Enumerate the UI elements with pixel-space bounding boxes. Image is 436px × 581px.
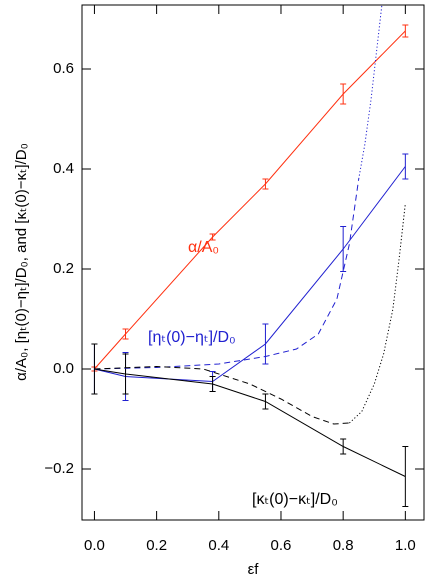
annotation: [κₜ(0)−κₜ]/D₀ bbox=[252, 491, 338, 508]
error-bar bbox=[402, 24, 409, 38]
y-tick-label: 0.6 bbox=[53, 60, 74, 77]
x-axis-label: εf bbox=[248, 561, 260, 578]
annotation: α/A₀ bbox=[188, 239, 219, 256]
error-bar bbox=[402, 446, 409, 507]
y-tick-label: 0.2 bbox=[53, 260, 74, 277]
series-line bbox=[94, 368, 406, 477]
error-bar bbox=[262, 178, 269, 190]
plot-frame bbox=[81, 4, 425, 521]
error-bar bbox=[209, 376, 216, 392]
x-tick-label: 1.0 bbox=[395, 537, 416, 554]
y-tick-label: −0.2 bbox=[44, 460, 74, 477]
y-axis-label: α/A₀, [ηₜ(0)−ηₜ]/D₀, and [κₜ(0)−κₜ]/D₀ bbox=[13, 143, 30, 381]
error-bar bbox=[209, 233, 216, 241]
error-bar bbox=[122, 328, 129, 340]
error-bar bbox=[340, 83, 347, 105]
x-tick-label: 0.6 bbox=[271, 537, 292, 554]
series-line bbox=[358, 5, 383, 180]
x-tick-label: 0.2 bbox=[146, 537, 167, 554]
x-tick-label: 0.8 bbox=[333, 537, 354, 554]
y-tick-label: 0.4 bbox=[53, 160, 74, 177]
y-tick-label: 0.0 bbox=[53, 360, 74, 377]
series-line bbox=[94, 166, 406, 383]
series-line bbox=[94, 30, 406, 370]
error-bar bbox=[262, 393, 269, 410]
x-tick-label: 0.0 bbox=[84, 537, 105, 554]
error-bar bbox=[340, 226, 347, 272]
error-bar bbox=[122, 353, 129, 395]
error-bar bbox=[340, 438, 347, 455]
series-line bbox=[94, 178, 360, 370]
x-tick-label: 0.4 bbox=[208, 537, 229, 554]
series-line bbox=[349, 203, 406, 424]
error-bar bbox=[402, 153, 409, 180]
plot-area bbox=[91, 5, 409, 507]
annotation: [ηₜ(0)−ηₜ]/D₀ bbox=[148, 329, 236, 346]
error-bar bbox=[262, 323, 269, 365]
series-line bbox=[94, 365, 350, 425]
